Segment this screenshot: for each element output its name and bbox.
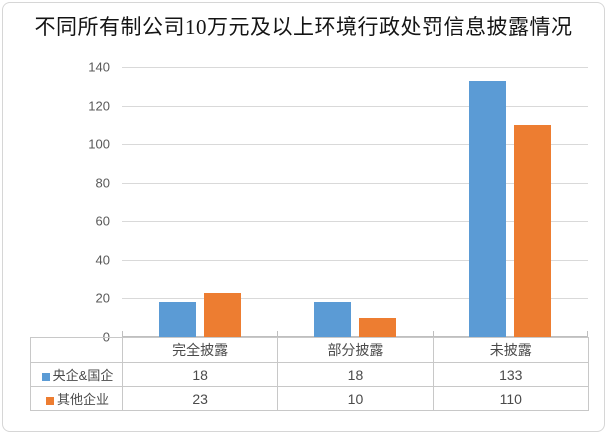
y-axis-tick-label: 100 <box>88 136 110 152</box>
gridline <box>122 144 588 146</box>
series-label-cell: 央企&国企 <box>30 362 123 387</box>
value-cell: 10 <box>277 386 434 411</box>
value-cell: 133 <box>432 362 589 387</box>
bar-央企&国企-未披露 <box>469 80 507 337</box>
gridline <box>122 298 588 300</box>
gridline <box>122 221 588 223</box>
value-cell: 18 <box>121 362 279 387</box>
value-cell: 110 <box>432 386 589 411</box>
plot-area <box>122 67 588 337</box>
y-axis: 0 20 40 60 80 100 120 140 <box>56 60 110 345</box>
bar-央企&国企-部分披露 <box>314 302 351 337</box>
category-axis-tick <box>587 331 588 337</box>
data-table: 完全披露 部分披露 未披露 央企&国企 18 18 133 其他企业 23 10… <box>30 337 589 411</box>
bar-其他企业-部分披露 <box>359 317 396 337</box>
x-axis-line <box>122 336 588 337</box>
series-color-swatch-icon <box>41 373 50 381</box>
y-axis-tick-label: 80 <box>95 175 110 191</box>
category-axis-tick <box>277 331 279 337</box>
series-name: 央企&国企 <box>52 368 114 383</box>
category-axis-tick <box>432 331 434 337</box>
gridline <box>122 105 588 107</box>
y-axis-tick-label: 60 <box>95 213 110 229</box>
y-axis-tick-label: 120 <box>88 98 110 114</box>
bar-央企&国企-完全披露 <box>158 302 196 337</box>
gridline <box>122 182 588 184</box>
bar-其他企业-完全披露 <box>203 292 241 337</box>
data-table-header-row: 完全披露 部分披露 未披露 <box>30 337 589 363</box>
table-row-series-2: 其他企业 23 10 110 <box>30 386 589 411</box>
y-axis-tick-label: 40 <box>95 252 110 268</box>
series-color-swatch-icon <box>45 397 54 405</box>
category-header-cell: 完全披露 <box>121 337 279 363</box>
category-header-cell: 未披露 <box>432 337 589 363</box>
category-header-cell: 部分披露 <box>277 337 434 363</box>
chart-title: 不同所有制公司10万元及以上环境行政处罚信息披露情况 <box>34 15 573 39</box>
category-axis-tick <box>122 331 123 337</box>
series-label-cell: 其他企业 <box>30 386 123 411</box>
value-cell: 18 <box>277 362 434 387</box>
y-axis-tick-label: 140 <box>88 59 110 75</box>
gridline <box>122 259 588 261</box>
gridline <box>122 67 588 68</box>
table-row-series-1: 央企&国企 18 18 133 <box>30 362 589 387</box>
value-cell: 23 <box>121 386 279 411</box>
series-name: 其他企业 <box>56 392 109 407</box>
data-table-corner-cell <box>30 337 123 363</box>
y-axis-tick-label: 20 <box>95 290 110 306</box>
bar-其他企业-未披露 <box>514 124 552 337</box>
